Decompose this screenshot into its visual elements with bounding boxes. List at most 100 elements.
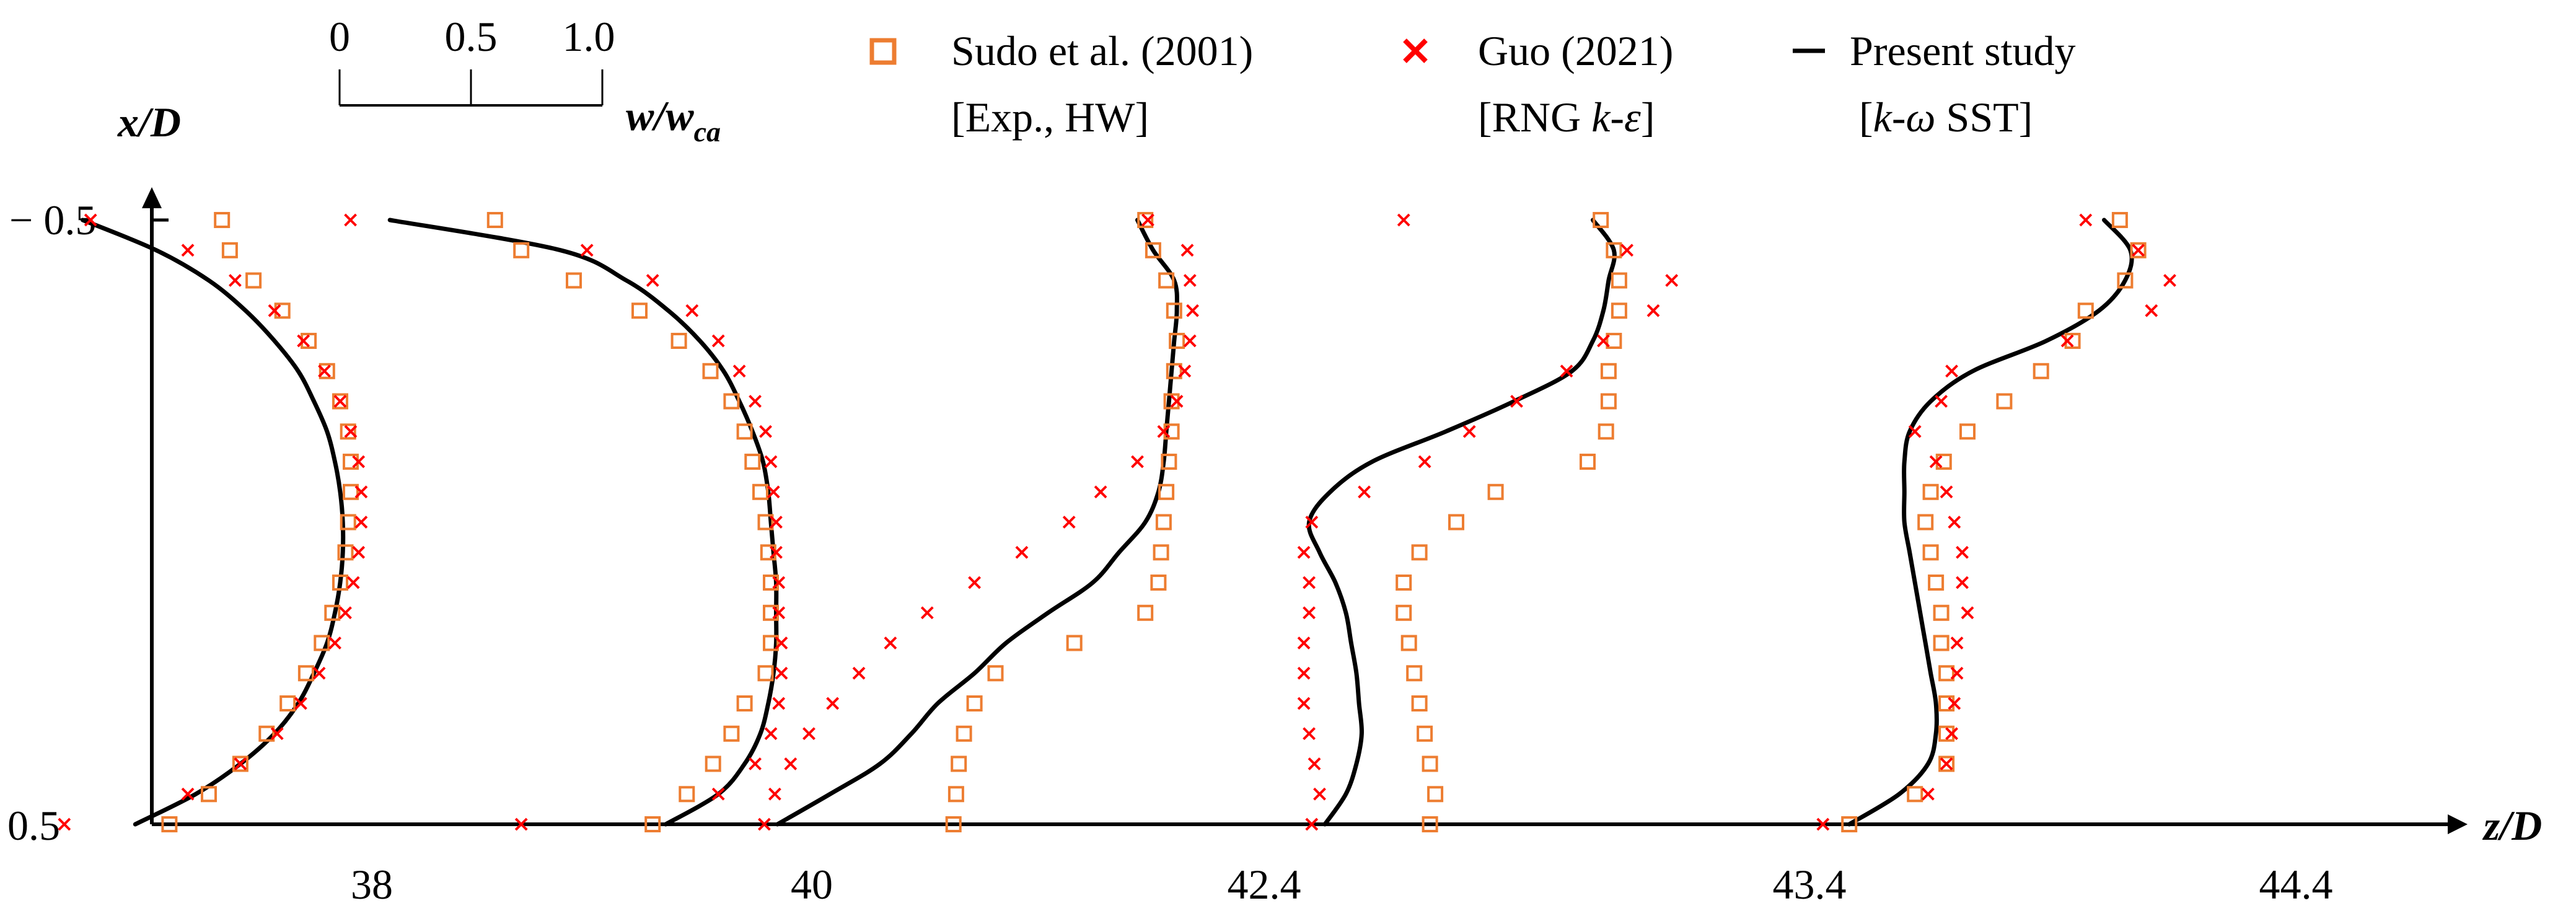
guo-point	[1921, 787, 1935, 801]
guo-point	[711, 334, 725, 348]
scale-bar-label-1: 1.0	[563, 13, 615, 60]
sudo-point	[245, 272, 262, 289]
sudo-point	[1145, 242, 1161, 258]
legend-item-sudo: Sudo et al. (2001) [Exp., HW]	[869, 27, 1253, 141]
sudo-point	[1922, 483, 1939, 500]
legend-desc-present-pre: [	[1859, 94, 1873, 141]
guo-point	[181, 787, 195, 801]
sudo-point	[1166, 302, 1182, 319]
sudo-point	[945, 816, 962, 832]
legend-marker-cross	[1403, 38, 1428, 63]
scale-bar: 0 0.5 1.0 w/wca	[329, 13, 721, 148]
sudo-point	[161, 816, 178, 832]
legend-label-present: Present study	[1850, 27, 2076, 74]
legend-desc-guo: [RNG k-ε]	[1478, 94, 1655, 141]
guo-point	[84, 213, 97, 227]
station-label-42-4: 42.4	[1228, 861, 1301, 908]
sudo-point	[757, 665, 774, 682]
sudo-point	[1996, 393, 2013, 410]
guo-point	[711, 787, 725, 801]
station-label-38: 38	[351, 861, 393, 908]
station-label-44-4: 44.4	[2259, 861, 2333, 908]
sudo-point	[956, 725, 972, 742]
present-line-44-4	[1847, 218, 2134, 827]
guo-point	[2079, 213, 2093, 227]
sudo-point	[1600, 393, 1617, 410]
guo-point	[1950, 636, 1964, 650]
sudo-point	[1600, 363, 1617, 379]
profile-38	[58, 212, 368, 832]
sudo-point	[1169, 333, 1185, 349]
guo-point	[1141, 213, 1154, 227]
guo-point	[920, 606, 934, 620]
sudo-point	[340, 514, 356, 531]
guo-point	[1308, 757, 1321, 770]
sudo-point	[2130, 242, 2147, 258]
sudo-point	[679, 786, 695, 803]
sudo-point	[1417, 725, 1433, 742]
sudo-point	[1396, 604, 1412, 621]
sudo-point	[1933, 604, 1950, 621]
guo-point	[1305, 817, 1319, 831]
guo-point	[294, 697, 307, 710]
guo-point	[270, 727, 284, 741]
guo-point	[1186, 304, 1199, 317]
sudo-point	[1593, 212, 1609, 228]
guo-point	[228, 274, 242, 287]
sudo-point	[513, 242, 530, 258]
guo-point	[1950, 666, 1964, 680]
sudo-point	[1166, 363, 1182, 379]
present-line-38	[81, 218, 346, 827]
legend-desc-present-post: SST]	[1936, 94, 2033, 141]
sudo-point	[486, 212, 503, 228]
sudo-point	[966, 695, 983, 711]
sudo-point	[744, 454, 761, 470]
guo-point	[1297, 545, 1311, 559]
guo-point	[772, 697, 786, 710]
guo-point	[1157, 425, 1171, 438]
sudo-point	[297, 665, 314, 682]
guo-point	[1178, 364, 1192, 378]
sudo-point	[1606, 333, 1622, 349]
guo-point	[1929, 455, 1943, 469]
sudo-point	[1137, 212, 1154, 228]
guo-point	[1015, 545, 1029, 559]
guo-point	[1180, 244, 1194, 257]
sudo-point	[702, 363, 719, 379]
sudo-point	[1907, 786, 1923, 803]
sudo-point	[757, 514, 774, 531]
guo-point	[514, 817, 528, 831]
guo-point	[1646, 304, 1660, 317]
scale-bar-unit-main: w/w	[626, 92, 694, 139]
guo-point	[1948, 516, 1961, 529]
legend-label-sudo: Sudo et al. (2001)	[951, 27, 1253, 74]
legend-item-present: Present study [k-ω SST]	[1793, 27, 2076, 141]
guo-point	[1297, 697, 1311, 710]
guo-point	[1462, 425, 1476, 438]
y-axis-arrowhead	[142, 187, 162, 208]
guo-point	[2132, 244, 2145, 257]
guo-point	[1961, 606, 1974, 620]
legend: Sudo et al. (2001) [Exp., HW] Guo (2021)…	[869, 27, 2076, 141]
sudo-point	[1928, 575, 1945, 591]
sudo-point	[947, 786, 964, 803]
guo-point	[1313, 787, 1326, 801]
sudo-point	[736, 423, 753, 440]
sudo-point	[1158, 483, 1175, 500]
guo-point	[1597, 334, 1610, 348]
sudo-point	[279, 695, 296, 711]
station-label-43-4: 43.4	[1773, 861, 1847, 908]
scale-bar-unit: w/wca	[626, 92, 721, 148]
guo-point	[297, 334, 310, 348]
legend-item-guo: Guo (2021) [RNG k-ε]	[1403, 27, 1673, 141]
legend-desc-sudo: [Exp., HW]	[951, 94, 1149, 141]
guo-point	[1948, 697, 1961, 710]
sudo-point	[752, 483, 768, 500]
guo-point	[772, 606, 786, 620]
legend-desc-present: [k-ω SST]	[1859, 94, 2033, 141]
sudo-point	[1137, 604, 1154, 621]
sudo-point	[1487, 483, 1504, 500]
sudo-point	[1448, 514, 1464, 531]
sudo-point	[763, 635, 779, 651]
